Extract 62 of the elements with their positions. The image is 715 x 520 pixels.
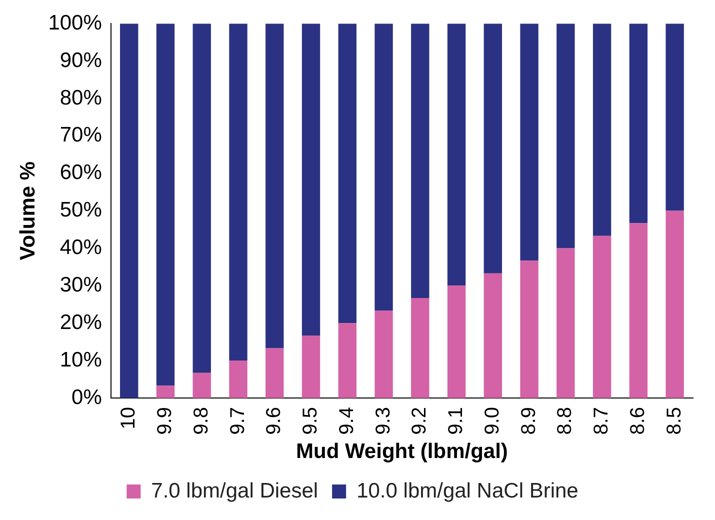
- bar: [520, 260, 538, 398]
- y-tick-label: 100%: [48, 11, 102, 34]
- x-tick-label: 9.9: [154, 406, 176, 435]
- bar: [374, 24, 393, 311]
- bar: [556, 248, 575, 398]
- bar: [374, 310, 393, 398]
- bar: [484, 273, 502, 398]
- x-tick-label: 9.8: [190, 406, 212, 435]
- bar: [229, 24, 248, 361]
- x-tick-label: 8.7: [590, 406, 613, 435]
- y-tick-label: 80%: [60, 86, 102, 110]
- y-tick-label: 20%: [60, 310, 102, 334]
- bar: [229, 360, 248, 398]
- y-tick-label: 40%: [60, 236, 102, 260]
- bar: [592, 236, 612, 398]
- y-tick-label: 30%: [60, 273, 102, 296]
- bar: [302, 335, 320, 398]
- y-tick-label: 70%: [60, 124, 102, 147]
- legend-label: 10.0 lbm/gal NaCl Brine: [356, 479, 578, 502]
- x-tick-label: 8.8: [554, 406, 576, 435]
- y-tick-label: 50%: [60, 198, 102, 222]
- y-tick-label: 60%: [60, 161, 102, 184]
- bar: [520, 24, 538, 261]
- x-tick-label: 9.7: [226, 406, 249, 435]
- x-tick-label: 9.4: [336, 406, 358, 435]
- x-tick-label: 9.5: [300, 406, 322, 435]
- x-tick-label: 10: [118, 406, 140, 430]
- x-tick-label: 9.0: [481, 406, 504, 435]
- legend-label: 7.0 lbm/gal Diesel: [151, 479, 318, 502]
- x-tick-label: 9.1: [445, 406, 468, 435]
- bar: [192, 372, 211, 398]
- x-tick-label: 9.3: [372, 406, 394, 435]
- bar: [447, 286, 466, 398]
- bar: [411, 24, 430, 298]
- y-tick-label: 10%: [60, 348, 102, 372]
- bar: [338, 24, 356, 324]
- x-axis-title: Mud Weight (lbm/gal): [296, 440, 508, 464]
- bar: [156, 386, 175, 398]
- bar: [266, 348, 284, 398]
- bar: [447, 24, 466, 286]
- y-tick-label: 90%: [60, 48, 102, 72]
- x-tick-label: 9.6: [263, 406, 286, 435]
- bar: [266, 24, 284, 348]
- bar: [120, 24, 138, 398]
- x-tick-label: 8.5: [663, 406, 686, 435]
- bar: [302, 24, 320, 336]
- bar: [192, 24, 211, 373]
- bar: [629, 24, 648, 224]
- bar: [666, 24, 684, 211]
- bar: [484, 24, 502, 274]
- bar: [666, 210, 684, 398]
- bar: [411, 298, 430, 398]
- bar: [338, 323, 356, 398]
- y-tick-label: 0%: [72, 386, 102, 409]
- x-tick-label: 8.6: [626, 406, 649, 435]
- x-tick-label: 9.2: [408, 406, 431, 435]
- x-tick-label: 8.9: [518, 406, 540, 435]
- bar: [156, 24, 175, 386]
- bar: [629, 223, 648, 398]
- y-axis-title: Volume %: [16, 161, 40, 260]
- bar: [592, 24, 612, 236]
- bar: [556, 24, 575, 248]
